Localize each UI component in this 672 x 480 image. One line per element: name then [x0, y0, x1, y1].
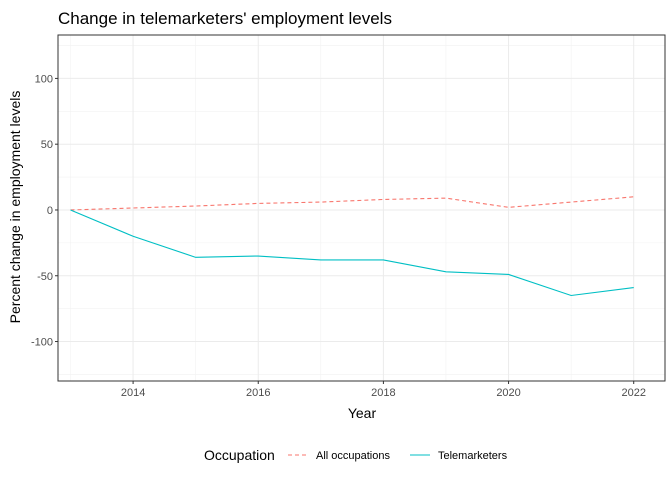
plot-panel-border: [57, 34, 666, 382]
legend-items: All occupations Telemarketers: [288, 450, 508, 462]
y-axis-title: Percent change in employment levels: [7, 91, 23, 324]
x-tick-label: 2016: [246, 387, 270, 399]
series-layer: [70, 196, 634, 297]
x-axis-ticks: 2014 2016 2018 2020 2022: [121, 381, 646, 399]
y-tick-label: 100: [35, 73, 53, 85]
grid-minor: [58, 35, 665, 381]
y-tick-label: -50: [37, 271, 53, 283]
y-tick-label: 50: [41, 139, 53, 151]
y-tick-label: 0: [47, 205, 53, 217]
x-tick-label: 2018: [371, 387, 395, 399]
grid-major: [58, 35, 665, 381]
legend-label: Telemarketers: [438, 450, 508, 462]
series-line-all-occupations: [70, 196, 634, 211]
legend: Occupation All occupations Telemarketers: [204, 447, 508, 463]
legend-title: Occupation: [204, 447, 275, 463]
x-tick-label: 2020: [496, 387, 520, 399]
x-tick-label: 2014: [121, 387, 145, 399]
y-tick-label: -100: [31, 337, 53, 349]
x-tick-label: 2022: [621, 387, 645, 399]
legend-label: All occupations: [316, 450, 390, 462]
x-axis-title: Year: [348, 405, 377, 421]
y-axis-ticks: -100 -50 0 50 100: [31, 73, 58, 349]
series-line-telemarketers: [70, 209, 634, 297]
chart-title: Change in telemarketers' employment leve…: [58, 9, 392, 28]
